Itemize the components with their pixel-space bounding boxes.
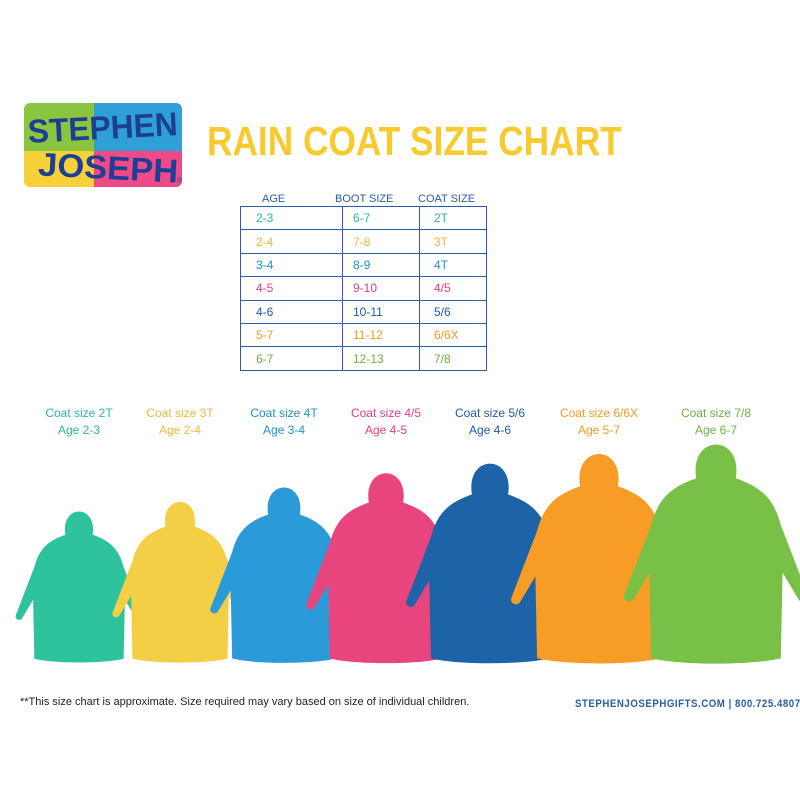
age-cell: 5-7 (240, 322, 343, 348)
boot-size-cell: 8-9 (342, 252, 420, 278)
coat-size-cell: 5/6 (419, 299, 487, 324)
coat-label: Coat size 6/6X Age 5-7 (544, 405, 654, 439)
size-row: 4-5 9-10 4/5 (240, 276, 487, 301)
size-table: 2-3 6-7 2T 2-4 7-8 3T 3-4 8-9 4T 4-5 9-10 4/5 4-6 10-… (240, 205, 487, 371)
coat-age-text: Age 2-3 (57, 423, 101, 437)
coat-age-text: Age 5-7 (577, 423, 621, 437)
age-cell: 3-4 (240, 252, 343, 278)
coat-size-cell: 2T (419, 205, 487, 231)
coat-silhouettes (15, 444, 800, 664)
boot-size-cell: 6-7 (342, 205, 420, 231)
coat-size-cell: 7/8 (419, 346, 487, 371)
coat-label: Coat size 5/6 Age 4-6 (435, 405, 545, 439)
size-row: 4-6 10-11 5/6 (240, 299, 487, 324)
brand-line2: JOSEPH (37, 145, 179, 187)
coat-label: Coat size 3T Age 2-4 (125, 405, 235, 439)
coat-label: Coat size 4T Age 3-4 (229, 405, 339, 439)
coat-size-text: Coat size 7/8 (680, 406, 752, 420)
size-row: 2-3 6-7 2T (240, 205, 487, 231)
coat-label: Coat size 7/8 Age 6-7 (661, 405, 771, 439)
boot-size-cell: 12-13 (342, 346, 420, 371)
footnote: **This size chart is approximate. Size r… (20, 696, 470, 708)
brand-logo: STEPHEN JOSEPH ® (24, 103, 182, 187)
header-boot-size: BOOT SIZE (335, 193, 394, 205)
age-cell: 4-5 (240, 276, 343, 301)
coat-age-text: Age 6-7 (694, 423, 738, 437)
coat-age-text: Age 2-4 (158, 423, 202, 437)
coat-size-text: Coat size 4T (250, 406, 318, 420)
coat-size-cell: 6/6X (419, 322, 487, 348)
coat-age-text: Age 3-4 (262, 423, 306, 437)
header-age: AGE (262, 193, 286, 205)
boot-size-cell: 9-10 (342, 276, 420, 301)
size-row: 2-4 7-8 3T (240, 229, 487, 254)
brand-line1: STEPHEN (27, 105, 179, 150)
size-row: 5-7 11-12 6/6X (240, 322, 487, 348)
coat-size-text: Coat size 6/6X (559, 406, 639, 420)
age-cell: 2-4 (240, 229, 343, 254)
website-phone: STEPHENJOSEPHGIFTS.COM | 800.725.4807 (575, 698, 800, 710)
coat-size-text: Coat size 2T (45, 406, 113, 420)
coat-label: Coat size 4/5 Age 4-5 (331, 405, 441, 439)
size-row: 6-7 12-13 7/8 (240, 346, 487, 371)
boot-size-cell: 11-12 (342, 322, 420, 348)
header-coat-size: COAT SIZE (418, 193, 476, 205)
size-row: 3-4 8-9 4T (240, 252, 487, 278)
coat-size-cell: 3T (419, 229, 487, 254)
page-title: RAIN COAT SIZE CHART (207, 118, 622, 164)
coat-size-text: Coat size 3T (146, 406, 214, 420)
coat-size-cell: 4T (419, 252, 487, 278)
boot-size-cell: 10-11 (342, 299, 420, 324)
age-cell: 6-7 (240, 346, 343, 371)
age-cell: 2-3 (240, 205, 343, 231)
coat-size-cell: 4/5 (419, 276, 487, 301)
brand-registered: ® (177, 177, 182, 185)
coat-size-text: Coat size 4/5 (350, 406, 422, 420)
coat-age-text: Age 4-5 (364, 423, 408, 437)
coat-age-text: Age 4-6 (468, 423, 512, 437)
coat-label: Coat size 2T Age 2-3 (24, 405, 134, 439)
boot-size-cell: 7-8 (342, 229, 420, 254)
coat-size-text: Coat size 5/6 (454, 406, 526, 420)
age-cell: 4-6 (240, 299, 343, 324)
